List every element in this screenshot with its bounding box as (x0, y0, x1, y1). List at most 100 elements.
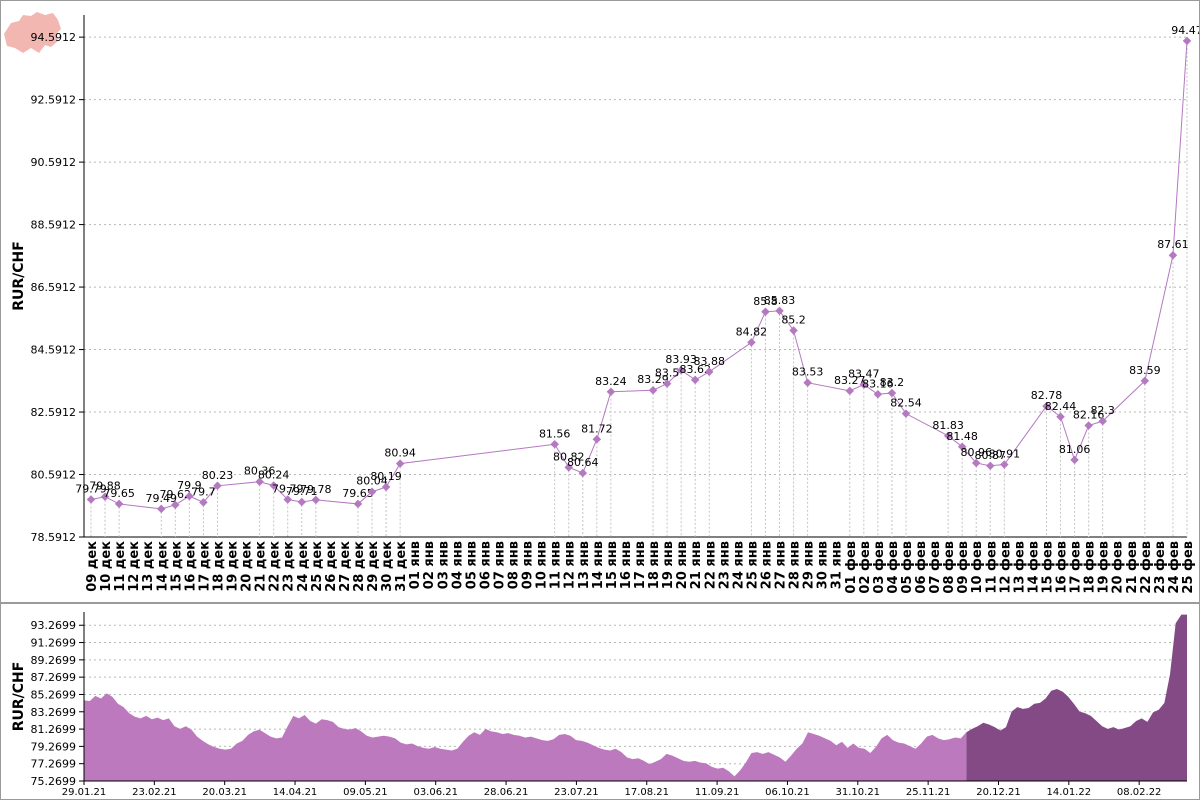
data-point[interactable] (775, 306, 784, 316)
data-label: 85.83 (764, 294, 796, 307)
data-point[interactable] (1084, 421, 1093, 430)
y-tick-label: 84.5912 (31, 344, 77, 357)
data-label: 80.94 (384, 447, 416, 460)
data-label: 80.24 (258, 468, 290, 481)
data-point[interactable] (311, 495, 321, 505)
data-point[interactable] (114, 499, 124, 509)
data-point[interactable] (887, 388, 897, 398)
data-label: 80.87 (975, 449, 1007, 462)
data-point[interactable] (1000, 460, 1009, 469)
data-point[interactable] (367, 487, 377, 496)
data-point[interactable] (1042, 401, 1051, 411)
data-point[interactable] (606, 387, 616, 397)
data-label: 82.54 (890, 397, 922, 410)
data-point[interactable] (171, 500, 180, 510)
x-tick-label: 13 янв (577, 541, 592, 589)
x-tick-label: 21 дек (254, 541, 269, 592)
x-tick-label: 03.06.21 (413, 787, 458, 798)
data-point[interactable] (676, 365, 686, 375)
data-point[interactable] (297, 497, 307, 507)
x-tick-label: 20 дек (240, 541, 255, 592)
x-tick-label: 20.03.21 (202, 787, 247, 798)
x-tick-label: 03 фев (872, 541, 887, 594)
data-point[interactable] (1140, 376, 1150, 386)
y-axis-label: RUR/CHF (11, 662, 27, 732)
data-point[interactable] (986, 461, 995, 471)
data-point[interactable] (1056, 412, 1065, 422)
data-point[interactable] (86, 495, 96, 504)
data-point[interactable] (269, 481, 278, 490)
data-point[interactable] (957, 442, 967, 451)
data-point[interactable] (845, 386, 855, 396)
data-point[interactable] (648, 385, 658, 395)
x-tick-label: 25 дек (310, 541, 325, 592)
data-point[interactable] (873, 390, 883, 399)
data-label: 79.79 (272, 483, 304, 496)
y-tick-label: 83.2699 (31, 706, 77, 719)
data-point[interactable] (255, 477, 264, 486)
data-point[interactable] (381, 482, 391, 492)
data-point[interactable] (592, 435, 602, 444)
data-point[interactable] (564, 463, 573, 472)
data-point[interactable] (1098, 416, 1107, 426)
x-tick-label: 16 фев (1055, 541, 1070, 594)
x-tick-label: 26 дек (324, 541, 339, 592)
y-tick-label: 78.5912 (31, 531, 77, 544)
switzerland-map-icon (4, 12, 61, 53)
data-label: 94.47 (1171, 24, 1199, 37)
data-point[interactable] (185, 491, 194, 501)
data-point[interactable] (803, 378, 812, 387)
data-point[interactable] (213, 481, 222, 491)
data-point[interactable] (157, 504, 166, 514)
data-point[interactable] (901, 409, 911, 418)
x-tick-label: 13 фев (1012, 541, 1027, 594)
y-tick-label: 93.2699 (31, 619, 77, 632)
x-tick-label: 20 фев (1111, 541, 1126, 594)
y-tick-label: 80.5912 (31, 469, 77, 482)
data-label: 83.88 (694, 355, 726, 368)
x-tick-label: 09 фев (956, 541, 971, 594)
data-point[interactable] (283, 495, 292, 504)
data-point[interactable] (690, 375, 700, 385)
data-point[interactable] (1182, 36, 1192, 46)
x-tick-label: 09 янв (521, 541, 536, 589)
x-tick-label: 28.06.21 (484, 787, 529, 798)
data-point[interactable] (943, 431, 953, 441)
data-point[interactable] (395, 459, 405, 468)
data-point[interactable] (578, 468, 588, 478)
data-point[interactable] (859, 380, 869, 389)
overview-chart-panel[interactable]: 75.2699 77.2699 79.2699 81.2699 83.2699 85.26… (0, 603, 1200, 800)
x-tick-label: 21 янв (689, 541, 704, 589)
x-tick-label: 05 фев (900, 541, 915, 594)
data-point[interactable] (353, 499, 363, 509)
data-point[interactable] (1168, 251, 1178, 260)
data-point[interactable] (705, 367, 714, 377)
data-label: 81.48 (946, 430, 978, 443)
x-tick-label: 26 янв (759, 541, 774, 589)
x-tick-label: 11 дек (113, 541, 128, 592)
data-point[interactable] (550, 440, 559, 449)
x-tick-label: 14 фев (1026, 541, 1041, 594)
overview-area-chart[interactable]: 75.2699 77.2699 79.2699 81.2699 83.2699 85.26… (1, 604, 1199, 799)
data-label: 81.83 (932, 419, 964, 432)
x-tick-label: 17 янв (633, 541, 648, 589)
data-point[interactable] (789, 326, 798, 335)
data-point[interactable] (761, 307, 770, 317)
data-label: 82.78 (1031, 389, 1063, 402)
data-label: 83.47 (848, 368, 880, 381)
x-tick-label: 14 янв (591, 541, 606, 589)
data-point[interactable] (100, 492, 110, 501)
data-point[interactable] (662, 379, 672, 388)
x-tick-label: 30 дек (380, 541, 395, 592)
x-tick-label: 01 фев (844, 541, 859, 594)
data-point[interactable] (1070, 455, 1079, 465)
x-tick-label: 19 фев (1097, 541, 1112, 594)
data-point[interactable] (199, 498, 208, 507)
data-point[interactable] (971, 458, 981, 468)
data-label: 83.62 (679, 363, 711, 376)
x-tick-label: 04 янв (450, 541, 465, 589)
x-tick-label: 17.08.21 (624, 787, 669, 798)
data-point[interactable] (747, 338, 756, 347)
x-tick-label: 18 янв (647, 541, 662, 589)
x-tick-label: 22 янв (703, 541, 718, 589)
